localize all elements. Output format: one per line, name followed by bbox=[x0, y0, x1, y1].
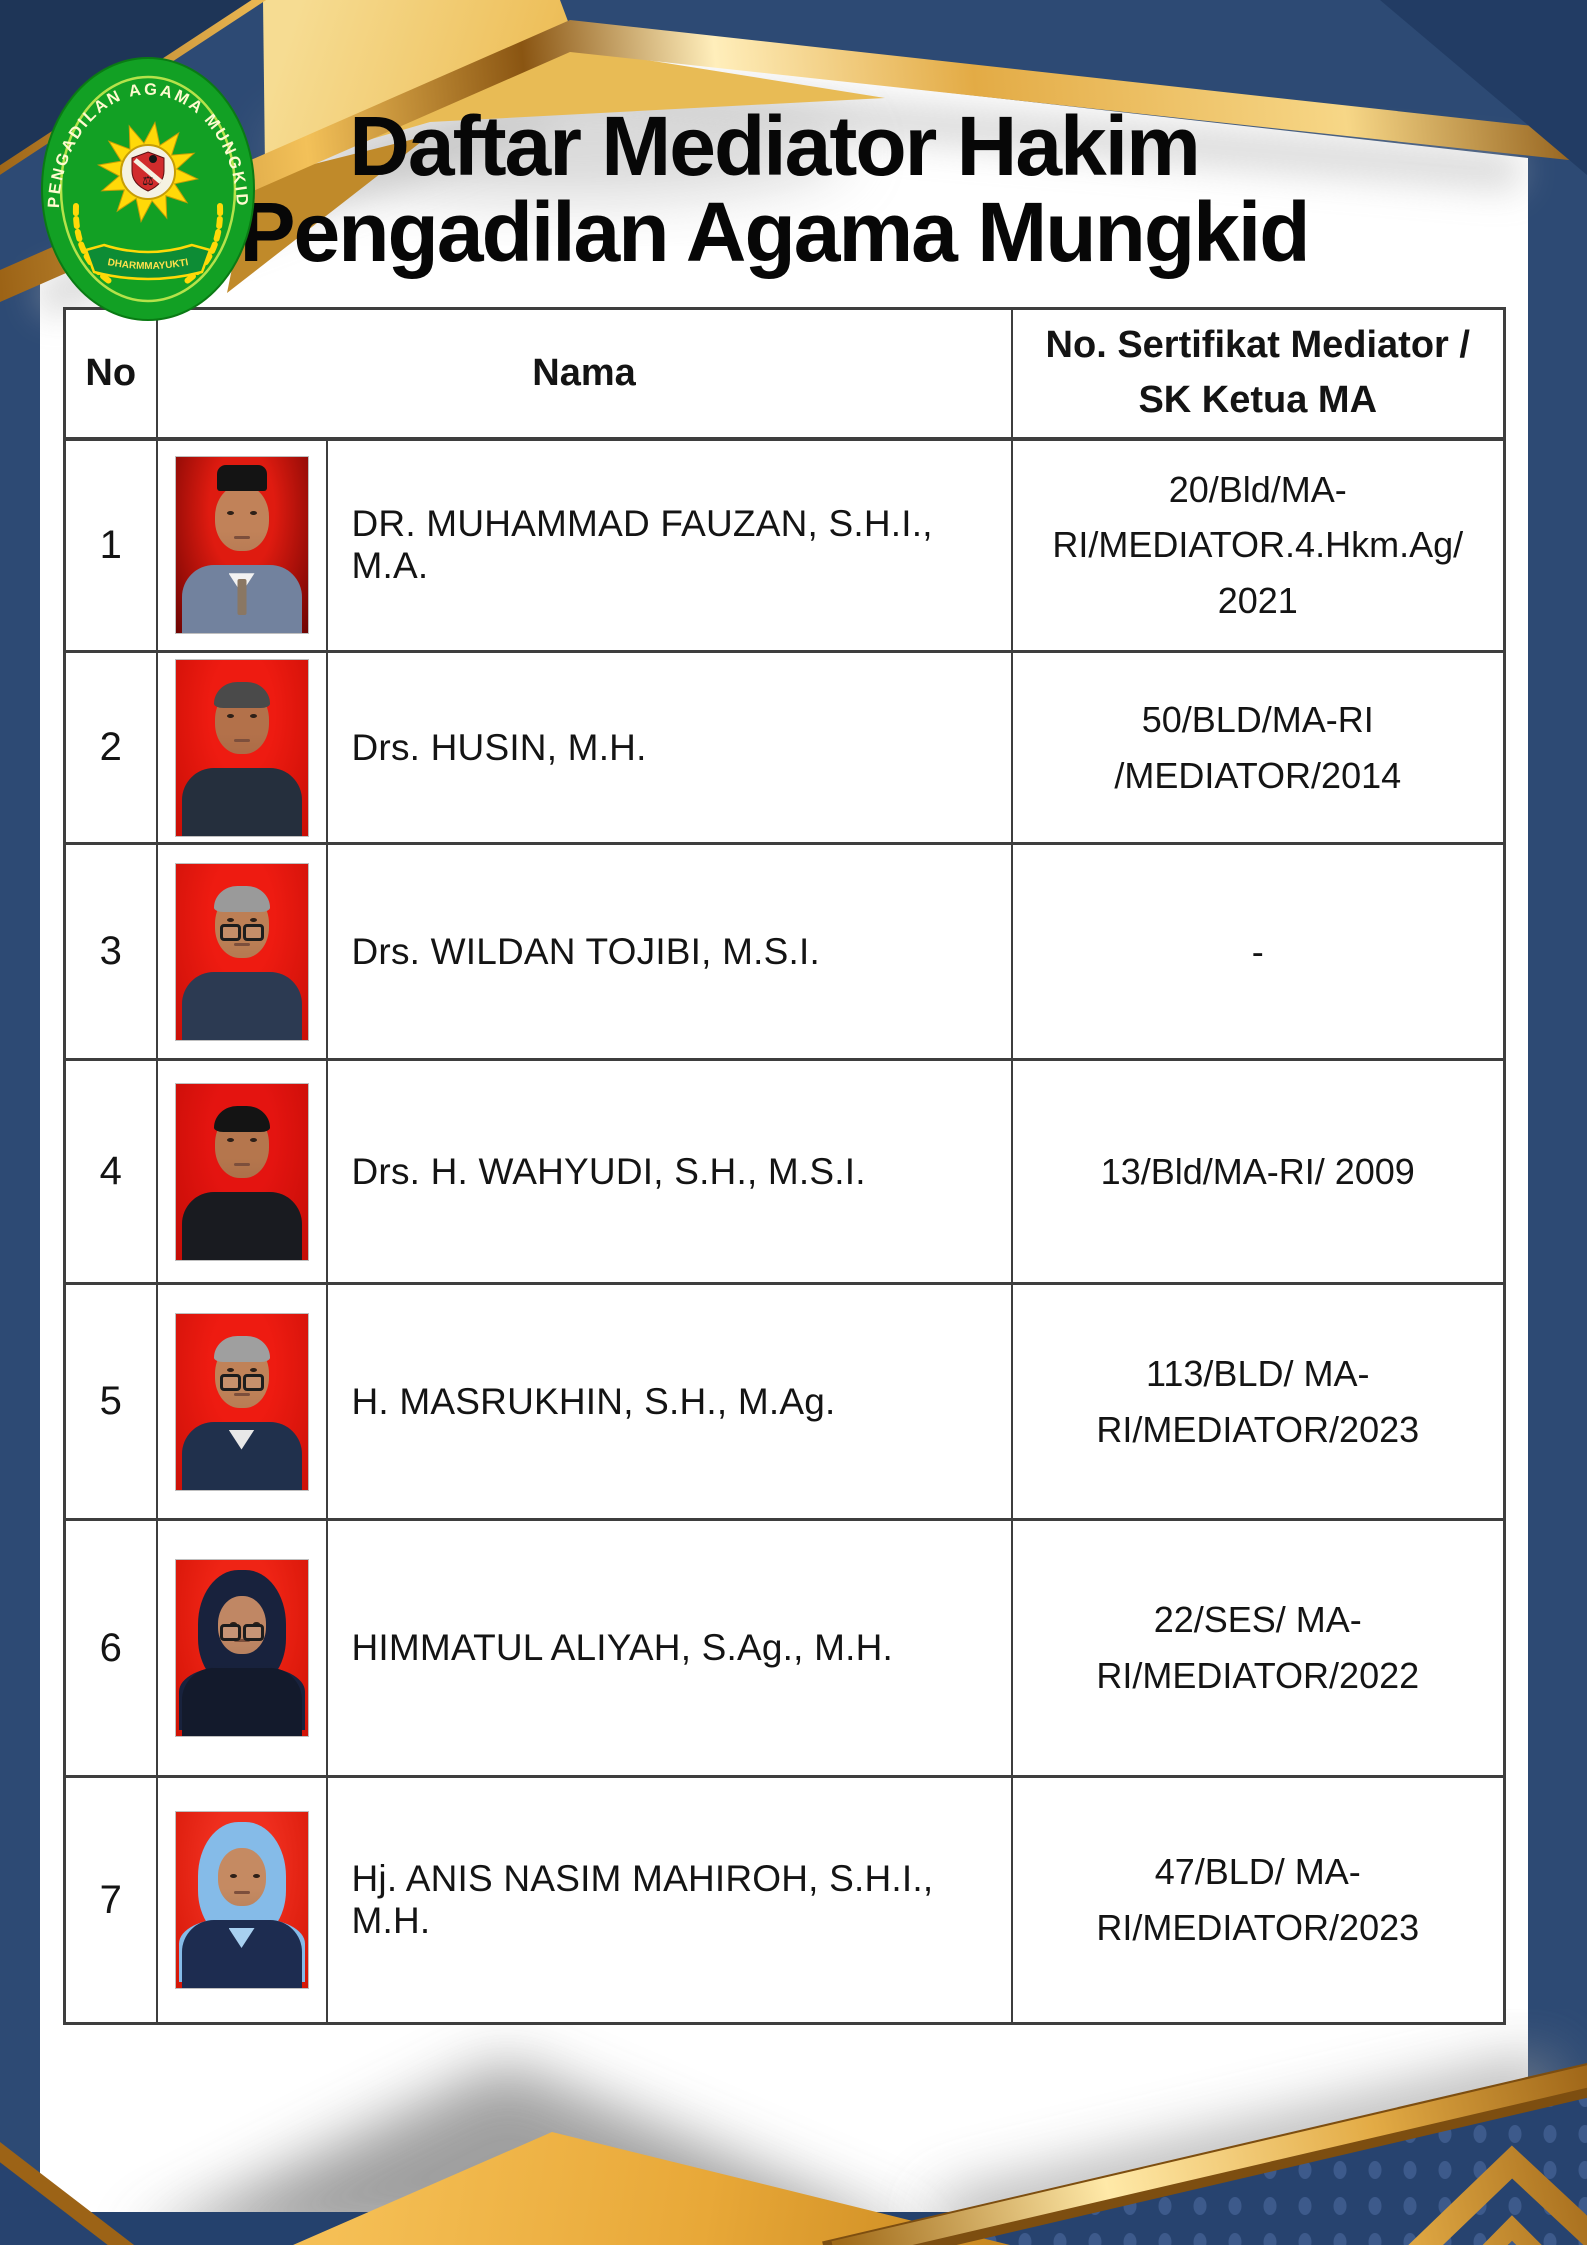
portrait-photo bbox=[175, 863, 308, 1040]
row-number: 1 bbox=[63, 437, 158, 653]
portrait-photo bbox=[175, 1083, 308, 1260]
portrait-photo bbox=[175, 1313, 308, 1490]
certificate-number: 113/BLD/ MA- RI/MEDIATOR/2023 bbox=[1010, 1282, 1506, 1521]
table-row: 3 Drs. WILDAN TOJIBI, M.S.I. - bbox=[63, 842, 1506, 1061]
gold-flag-under bbox=[265, 48, 885, 170]
row-number: 5 bbox=[63, 1282, 158, 1521]
table-row: 5 H. MASRUKHIN, S.H., M.Ag. 113/BLD/ MA-… bbox=[63, 1282, 1506, 1521]
mediator-name: Hj. ANIS NASIM MAHIROH, S.H.I., M.H. bbox=[325, 1775, 1013, 2025]
portrait-photo bbox=[175, 1812, 308, 1988]
hair bbox=[213, 885, 270, 912]
table-row: 6 HIMMATUL ALIYAH, S.Ag., M.H. 22/SES/ M… bbox=[63, 1518, 1506, 1778]
table-row: 7 Hj. ANIS NASIM MAHIROH, S.H.I., M.H. 4… bbox=[63, 1775, 1506, 2025]
torso bbox=[181, 767, 302, 836]
logo-ribbon-text: DHARMMAYUKTI bbox=[107, 257, 190, 272]
portrait-photo bbox=[175, 659, 308, 836]
gold-chevron-outer bbox=[1408, 2145, 1587, 2245]
logo-shield-band bbox=[133, 158, 163, 184]
torso bbox=[181, 1668, 302, 1736]
table-row: 1 DR. MUHAMMAD FAUZAN, S.H.I., M.A. 20/B… bbox=[63, 437, 1506, 653]
table-row: 2 Drs. HUSIN, M.H. 50/BLD/MA-RI /MEDIATO… bbox=[63, 650, 1506, 845]
mediator-name: DR. MUHAMMAD FAUZAN, S.H.I., M.A. bbox=[325, 437, 1013, 653]
gold-top-stripe bbox=[0, 20, 1587, 302]
portrait-photo bbox=[175, 457, 308, 634]
peci-cap-icon bbox=[216, 465, 267, 492]
hair bbox=[213, 681, 270, 708]
glasses-icon bbox=[217, 1624, 267, 1641]
row-number: 3 bbox=[63, 842, 158, 1061]
table-row: 4 Drs. H. WAHYUDI, S.H., M.S.I. 13/Bld/M… bbox=[63, 1058, 1506, 1285]
torso bbox=[181, 1191, 302, 1260]
header-no: No bbox=[63, 307, 158, 441]
logo-inner-ring bbox=[59, 75, 237, 303]
logo-shield-dot bbox=[149, 155, 157, 163]
certificate-number: 20/Bld/MA- RI/MEDIATOR.4.Hkm.Ag/ 2021 bbox=[1010, 437, 1506, 653]
portrait-photo bbox=[175, 1560, 308, 1736]
mediator-name: HIMMATUL ALIYAH, S.Ag., M.H. bbox=[325, 1518, 1013, 1778]
glasses-icon bbox=[217, 923, 267, 941]
face bbox=[214, 485, 269, 552]
logo-ribbon bbox=[84, 243, 212, 281]
glasses-icon bbox=[217, 1373, 267, 1391]
certificate-number: - bbox=[1010, 842, 1506, 1061]
header-certificate: No. Sertifikat Mediator / SK Ketua MA bbox=[1010, 307, 1506, 441]
gold-chevron-inner bbox=[1482, 2215, 1542, 2245]
table-header-row: No Nama No. Sertifikat Mediator / SK Ket… bbox=[63, 307, 1506, 441]
tie bbox=[237, 579, 246, 616]
row-number: 4 bbox=[63, 1058, 158, 1285]
bottom-left-gold-stripe bbox=[0, 2142, 135, 2245]
mediator-table: No Nama No. Sertifikat Mediator / SK Ket… bbox=[63, 307, 1506, 2025]
row-number: 6 bbox=[63, 1518, 158, 1778]
row-number: 7 bbox=[63, 1775, 158, 2025]
certificate-number: 22/SES/ MA- RI/MEDIATOR/2022 bbox=[1010, 1518, 1506, 1778]
gold-mountain bbox=[293, 2132, 1010, 2245]
header-nama: Nama bbox=[155, 307, 1013, 441]
row-number: 2 bbox=[63, 650, 158, 845]
page-title: Daftar Mediator Hakim Pengadilan Agama M… bbox=[239, 99, 1310, 279]
certificate-number: 13/Bld/MA-RI/ 2009 bbox=[1010, 1058, 1506, 1285]
face bbox=[217, 1848, 266, 1906]
logo-laurel-left bbox=[72, 203, 115, 286]
hair bbox=[213, 1335, 270, 1362]
certificate-number: 50/BLD/MA-RI /MEDIATOR/2014 bbox=[1010, 650, 1506, 845]
bottom-gold-stripe bbox=[831, 2065, 1587, 2245]
logo-laurel-right bbox=[181, 203, 224, 286]
torso bbox=[181, 971, 302, 1040]
certificate-number: 47/BLD/ MA- RI/MEDIATOR/2023 bbox=[1010, 1775, 1506, 2025]
mediator-name: Drs. WILDAN TOJIBI, M.S.I. bbox=[325, 842, 1013, 1061]
mediator-name: H. MASRUKHIN, S.H., M.Ag. bbox=[325, 1282, 1013, 1521]
top-right-dark-triangle bbox=[1380, 0, 1587, 175]
logo-scales-icon: ⚖ bbox=[142, 174, 154, 189]
mediator-name: Drs. H. WAHYUDI, S.H., M.S.I. bbox=[325, 1058, 1013, 1285]
court-logo: PENGADILAN AGAMA MUNGKID ⚖ DHARMMAYUKTI bbox=[41, 57, 255, 321]
hair bbox=[213, 1105, 270, 1132]
mediator-name: Drs. HUSIN, M.H. bbox=[325, 650, 1013, 845]
